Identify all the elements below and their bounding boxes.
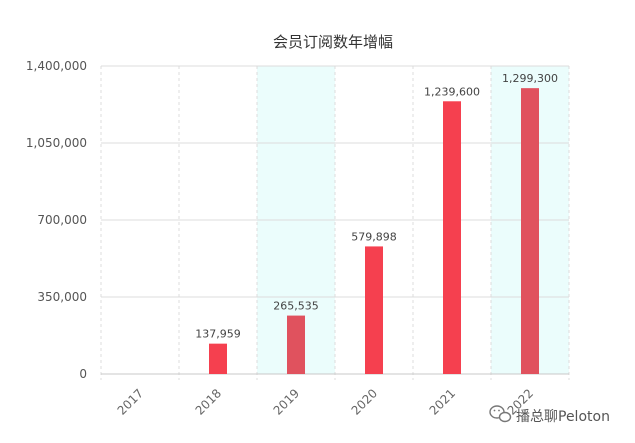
data-label-2020: 579,898 <box>351 230 397 243</box>
x-tick-label: 2019 <box>271 386 302 417</box>
data-label-2018: 137,959 <box>195 328 241 341</box>
x-tick-label: 2020 <box>349 386 380 417</box>
y-tick-label: 0 <box>79 367 87 381</box>
y-tick-label: 350,000 <box>37 290 87 304</box>
data-label-2019: 265,535 <box>273 300 319 313</box>
watermark-text: 播总聊Peloton <box>516 409 610 425</box>
x-tick-label: 2018 <box>193 386 224 417</box>
bar-2021 <box>443 101 461 375</box>
bar-2019 <box>287 315 305 374</box>
bar-2022 <box>521 88 539 375</box>
gridlines <box>100 65 570 380</box>
wechat-icon <box>489 405 512 423</box>
watermark: 播总聊Peloton <box>489 405 610 425</box>
x-axis-ticks: 2017 2018 2019 2020 2021 2022 <box>115 386 536 417</box>
y-axis-ticks: 0 350,000 700,000 1,050,000 1,400,000 <box>26 59 87 381</box>
bars <box>209 88 539 375</box>
bar-2020 <box>365 246 383 374</box>
y-tick-label: 1,400,000 <box>26 59 87 73</box>
data-labels: 137,959 265,535 579,898 1,239,600 1,299,300 <box>195 72 558 340</box>
data-label-2021: 1,239,600 <box>424 85 480 98</box>
bar-2018 <box>209 343 227 374</box>
chart-title: 会员订阅数年增幅 <box>273 33 393 51</box>
y-tick-label: 1,050,000 <box>26 136 87 150</box>
data-label-2022: 1,299,300 <box>502 72 558 85</box>
x-tick-label: 2021 <box>427 386 458 417</box>
x-tick-label: 2017 <box>115 386 146 417</box>
y-tick-label: 700,000 <box>37 213 87 227</box>
